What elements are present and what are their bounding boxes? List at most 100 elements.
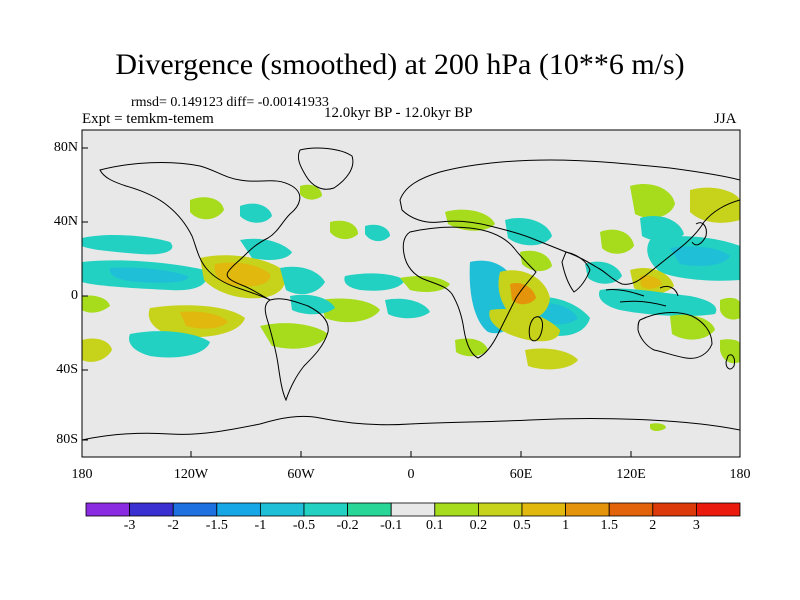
lon-label-120w: 120W: [173, 467, 209, 482]
field-region: [640, 275, 662, 289]
stats-text: rmsd= 0.149123 diff= -0.00141933: [131, 95, 329, 110]
experiment-label: Expt = temkm-temem: [82, 111, 214, 127]
colorbar-swatch: [477, 502, 523, 517]
lat-label-40s: 40S: [56, 362, 78, 377]
lat-label-80n: 80N: [53, 140, 78, 155]
field-region: [129, 331, 210, 358]
field-region: [240, 238, 292, 260]
divergence-field: [82, 184, 740, 431]
field-region: [385, 298, 430, 319]
field-region: [290, 294, 335, 315]
field-region: [82, 338, 112, 362]
colorbar-label: 1: [562, 518, 570, 533]
colorbar-label: -0.1: [380, 518, 403, 533]
lat-label-eq: 0: [71, 288, 78, 303]
colorbar-swatch: [434, 502, 479, 517]
colorbar-swatch: [85, 502, 130, 517]
field-region: [190, 197, 224, 220]
field-region: [82, 235, 173, 255]
field-region: [520, 250, 552, 272]
coastline-australia: [637, 312, 713, 359]
field-region: [670, 246, 730, 266]
field-region: [320, 298, 380, 323]
field-region: [720, 297, 740, 320]
field-region: [720, 339, 740, 364]
colorbar-label: -3: [123, 518, 136, 533]
field-region: [260, 323, 328, 349]
period-label: 12.0kyr BP - 12.0kyr BP: [324, 105, 473, 121]
colorbar-swatch: [390, 502, 436, 517]
field-region: [690, 187, 740, 223]
colorbar-label: -0.2: [336, 518, 359, 533]
field-region: [670, 314, 715, 340]
colorbar-label: 0.5: [513, 518, 531, 533]
field-region: [630, 184, 675, 219]
coastline-antarctica: [82, 415, 740, 441]
lon-label-0: 0: [407, 467, 415, 482]
colorbar-label: -0.5: [292, 518, 316, 533]
field-region: [82, 295, 110, 313]
lon-label-180e: 180: [729, 467, 751, 482]
colorbar-swatch: [172, 502, 218, 517]
coastline-africa: [402, 226, 537, 359]
field-region: [365, 224, 390, 242]
lon-label-60e: 60E: [509, 467, 533, 482]
field-region: [280, 266, 325, 295]
colorbar-label: 3: [692, 518, 700, 533]
coastline-greenland: [297, 147, 354, 190]
coastline-maritime-continent: [605, 285, 679, 307]
colorbar-swatch: [129, 502, 174, 517]
colorbar-label: 2: [649, 518, 657, 533]
colorbar: [85, 502, 741, 517]
lon-label-180w: 180: [71, 467, 93, 482]
coastline-new-zealand: [725, 354, 735, 370]
coastline-south-america: [264, 298, 329, 402]
colorbar-swatch: [652, 502, 697, 517]
colorbar-swatch: [259, 502, 305, 517]
field-region: [455, 338, 488, 357]
coastlines: [82, 147, 740, 441]
colorbar-label: 0.1: [426, 518, 444, 533]
field-region: [344, 273, 405, 291]
field-region: [598, 288, 717, 317]
field-region: [240, 203, 272, 223]
field-region: [180, 311, 228, 329]
colorbar-label: 0.2: [469, 518, 488, 533]
coastline-north-america: [99, 162, 301, 301]
colorbar-swatch: [565, 502, 610, 517]
colorbar-label: -1.5: [205, 518, 228, 533]
field-region: [650, 423, 666, 431]
colorbar-label: 1.5: [600, 518, 618, 533]
axis-ticks: [82, 147, 632, 457]
colorbar-swatch: [521, 502, 566, 517]
field-region: [214, 262, 271, 287]
field-region: [300, 184, 322, 200]
field-region: [640, 215, 684, 242]
season-label: JJA: [714, 111, 737, 127]
colorbar-swatch: [696, 502, 741, 517]
field-region: [445, 209, 495, 231]
field-region: [109, 267, 189, 283]
field-region: [510, 282, 536, 305]
colorbar-swatch: [608, 502, 654, 517]
lat-label-80s: 80S: [56, 432, 78, 447]
colorbar-label: -1: [254, 518, 267, 533]
field-region: [330, 220, 358, 240]
field-region: [525, 348, 578, 370]
coastline-japan: [691, 222, 707, 246]
colorbar-swatch: [216, 502, 261, 517]
coastline-eurasia: [399, 159, 740, 285]
field-region: [505, 217, 552, 246]
colorbar-swatch: [347, 502, 392, 517]
lat-label-40n: 40N: [53, 214, 78, 229]
plot-title: Divergence (smoothed) at 200 hPa (10**6 …: [115, 48, 685, 81]
field-region: [400, 276, 450, 292]
lon-label-60w: 60W: [287, 467, 315, 482]
coastline-india: [561, 251, 591, 293]
field-region: [600, 229, 634, 254]
colorbar-label: -2: [167, 518, 180, 533]
coastline-madagascar: [528, 316, 543, 342]
lon-label-120e: 120E: [616, 467, 646, 482]
colorbar-swatch: [303, 502, 348, 517]
